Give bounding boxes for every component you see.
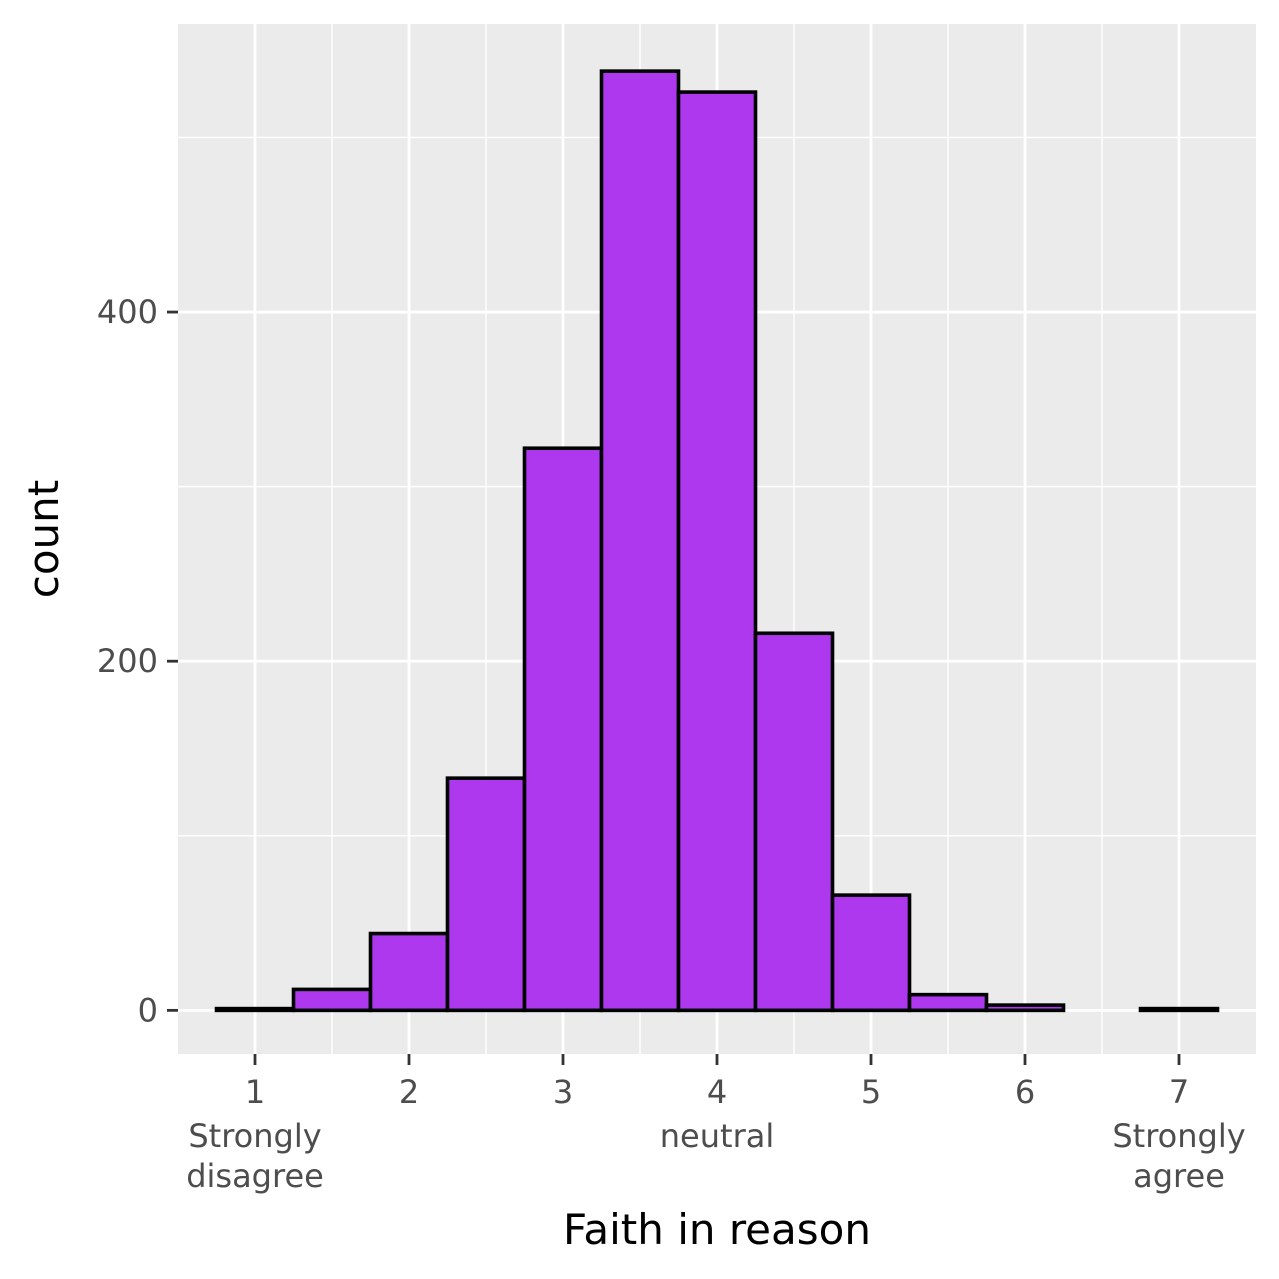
y-tick-label: 200 bbox=[97, 642, 158, 680]
x-tick-label: 6 bbox=[1015, 1073, 1035, 1111]
histogram-bar bbox=[1138, 1006, 1220, 1013]
histogram-bar bbox=[830, 893, 912, 1013]
x-tick-label: 4 bbox=[707, 1073, 727, 1111]
x-axis-title: Faith in reason bbox=[563, 1205, 871, 1254]
histogram-bar bbox=[984, 1003, 1066, 1013]
histogram-bar bbox=[368, 931, 450, 1013]
x-tick-sublabel: disagree bbox=[186, 1157, 324, 1195]
x-tick-sublabel: Strongly bbox=[188, 1117, 321, 1155]
histogram-bar bbox=[214, 1006, 296, 1013]
y-tick-label: 0 bbox=[138, 991, 158, 1029]
histogram-bar bbox=[599, 69, 681, 1013]
x-tick-sublabel: Strongly bbox=[1112, 1117, 1245, 1155]
x-tick-label: 1 bbox=[245, 1073, 265, 1111]
y-tick-label: 400 bbox=[97, 293, 158, 331]
histogram-bar bbox=[522, 446, 604, 1013]
histogram-bar bbox=[445, 776, 527, 1013]
x-tick-sublabel: neutral bbox=[660, 1117, 774, 1155]
histogram-bar bbox=[907, 992, 989, 1013]
histogram-bar bbox=[291, 987, 373, 1013]
y-axis-title: count bbox=[19, 480, 68, 599]
histogram-bars bbox=[214, 69, 1220, 1013]
y-axis: 0 200 400 bbox=[97, 293, 178, 1029]
x-tick-label: 3 bbox=[553, 1073, 573, 1111]
x-tick-label: 2 bbox=[399, 1073, 419, 1111]
histogram-bar bbox=[753, 631, 835, 1013]
x-tick-sublabel: agree bbox=[1133, 1157, 1225, 1195]
histogram-bar bbox=[676, 90, 758, 1013]
x-tick-label: 7 bbox=[1169, 1073, 1189, 1111]
x-tick-label: 5 bbox=[861, 1073, 881, 1111]
